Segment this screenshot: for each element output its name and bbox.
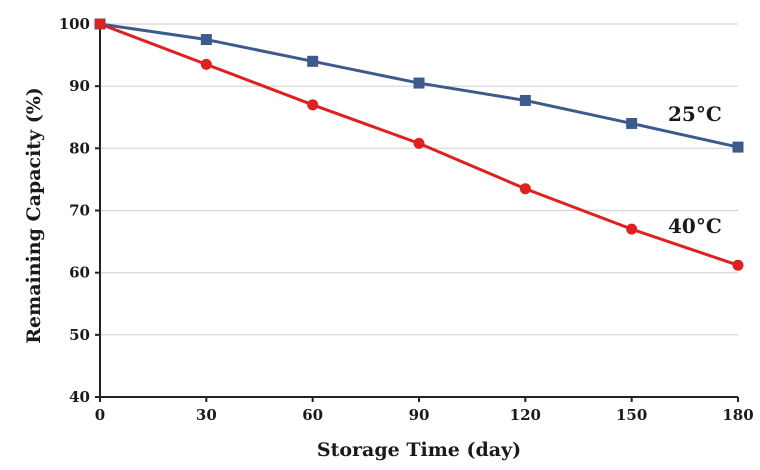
data-point-s0-60 xyxy=(307,55,319,67)
x-tick-label-30: 30 xyxy=(196,406,217,424)
x-tick-label-180: 180 xyxy=(722,406,753,424)
x-tick-label-60: 60 xyxy=(302,406,323,424)
x-axis-title: Storage Time (day) xyxy=(317,439,521,461)
x-tick-label-90: 90 xyxy=(409,406,430,424)
data-point-s1-0 xyxy=(94,18,106,30)
data-point-s0-30 xyxy=(200,34,212,46)
series-label-40c: 40°C xyxy=(668,214,722,238)
y-tick-label-90: 90 xyxy=(69,77,90,95)
y-tick-label-40: 40 xyxy=(69,388,90,406)
data-point-s0-120 xyxy=(519,94,531,106)
series-0 xyxy=(94,18,744,153)
data-point-s1-90 xyxy=(413,137,425,149)
y-tick-label-50: 50 xyxy=(69,326,90,344)
tick-labels: 40 50 60 70 80 90 100 0 30 60 90 120 150 180 xyxy=(59,15,754,424)
data-point-s1-150 xyxy=(626,223,638,235)
data-point-s1-30 xyxy=(200,58,212,70)
data-series xyxy=(94,18,744,271)
y-tick-label-70: 70 xyxy=(69,202,90,220)
data-point-s0-150 xyxy=(626,117,638,129)
y-tick-label-60: 60 xyxy=(69,264,90,282)
x-tick-label-0: 0 xyxy=(95,406,105,424)
x-tick-label-150: 150 xyxy=(616,406,647,424)
data-point-s1-120 xyxy=(519,183,531,195)
y-tick-label-100: 100 xyxy=(59,15,90,33)
data-point-s0-180 xyxy=(732,141,744,153)
data-point-s0-90 xyxy=(413,77,425,89)
y-axis-title: Remaining Capacity (%) xyxy=(23,87,45,344)
series-1 xyxy=(94,18,744,271)
data-point-s1-60 xyxy=(307,99,319,111)
y-tick-label-80: 80 xyxy=(69,139,90,157)
gridlines xyxy=(100,23,738,336)
x-tick-label-120: 120 xyxy=(510,406,541,424)
series-label-25c: 25°C xyxy=(668,102,722,126)
data-point-s1-180 xyxy=(732,259,744,271)
